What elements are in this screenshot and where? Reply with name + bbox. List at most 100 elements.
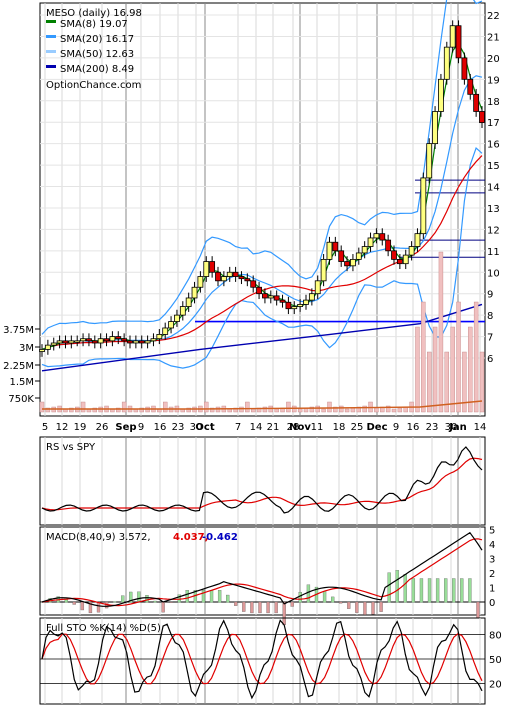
macd-hist-bar	[435, 578, 440, 603]
x-tick-label: 9	[138, 422, 144, 433]
price-panel: 22 21 20 19 18 17 16 15 14 13 12 11 10 9 8 7 6 3.75M 3M 2.…	[3, 0, 500, 417]
volume-bar	[468, 326, 473, 413]
volume-bar	[286, 401, 291, 413]
volume-bar	[385, 405, 391, 413]
candle	[109, 331, 116, 347]
volume-bar	[415, 326, 420, 413]
macd-hist-bar	[371, 601, 375, 615]
candle	[267, 290, 274, 304]
volume-tick-label: 1.5M	[9, 377, 34, 388]
candle	[226, 266, 233, 282]
macd-hist-bar	[379, 601, 383, 612]
macd-value-hist: -0.462	[202, 532, 238, 543]
sto-d-line	[41, 633, 483, 685]
x-tick-label: 21	[267, 422, 280, 433]
candle	[379, 228, 386, 246]
x-tick-label: 16	[154, 422, 167, 433]
macd-title: MACD(8,40,9) 3.572,	[46, 532, 151, 543]
volume-bar	[204, 401, 209, 413]
candle	[479, 106, 485, 128]
volume-bar	[292, 405, 297, 413]
volume-bar	[327, 401, 332, 413]
candle	[326, 236, 333, 265]
legend-sma50: SMA(50) 12.63	[60, 49, 134, 60]
price-tick-label: 19	[487, 75, 500, 86]
x-tick-label: Nov	[289, 422, 311, 433]
legend-swatch-sma200	[46, 65, 56, 68]
sma20-line	[41, 75, 483, 350]
x-tick-label: 14	[250, 422, 263, 433]
volume-bar	[116, 407, 121, 413]
candle	[285, 296, 292, 315]
candle	[168, 316, 174, 334]
macd-hist-bar	[226, 594, 230, 603]
candle	[303, 294, 309, 310]
volume-bar	[339, 405, 344, 413]
volume-bar	[374, 407, 379, 413]
price-tick-label: 6	[487, 354, 493, 365]
candle	[473, 88, 480, 117]
volume-bar	[69, 407, 74, 413]
candle	[308, 288, 315, 306]
candle	[238, 271, 245, 285]
volume-bar	[309, 406, 315, 413]
sto-panel: 80 50 20 Full STO %K(14) %D(5)	[39, 617, 502, 705]
candle	[150, 333, 157, 347]
macd-hist-bar	[387, 572, 391, 603]
macd-tick-label: 2	[489, 569, 495, 580]
volume-bar	[397, 407, 403, 413]
macd-tick-label: 5	[489, 526, 495, 537]
macd-hist-bar	[242, 601, 246, 612]
candle	[361, 241, 368, 259]
macd-hist-bar	[72, 601, 76, 605]
candle	[144, 335, 151, 349]
volume-bar	[321, 408, 326, 413]
macd-hist-bar	[234, 601, 238, 606]
macd-hist-bar	[452, 578, 456, 603]
price-tick-label: 11	[487, 247, 500, 258]
candle	[256, 281, 262, 300]
macd-hist-bar	[96, 601, 101, 613]
volume-bar	[297, 408, 303, 413]
price-tick-label: 20	[487, 54, 500, 65]
candle	[39, 344, 45, 357]
macd-hist-bar	[250, 601, 254, 614]
x-tick-label: 25	[351, 422, 364, 433]
macd-hist-bar	[258, 601, 262, 614]
macd-hist-bar	[298, 592, 302, 603]
price-tick-label: 8	[487, 311, 493, 322]
volume-bar	[479, 351, 485, 413]
candle	[115, 331, 122, 345]
x-tick-label: 23	[172, 422, 185, 433]
candle	[191, 281, 198, 304]
macd-hist-bar	[209, 590, 214, 603]
candle	[279, 294, 286, 308]
macd-hist-bar	[419, 578, 424, 603]
candle	[86, 333, 92, 347]
macd-tick-label: 1	[489, 584, 495, 595]
volume-bar	[209, 407, 215, 413]
sto-tick-label: 80	[489, 630, 502, 641]
volume-bar	[450, 326, 455, 413]
candle	[232, 266, 239, 282]
candle	[262, 288, 268, 304]
legend-sma20: SMA(20) 16.17	[60, 34, 134, 45]
rs-title: RS vs SPY	[46, 442, 96, 453]
volume-bar	[186, 407, 191, 413]
price-tick-label: 9	[487, 290, 493, 301]
candle	[91, 335, 98, 349]
candle	[367, 232, 374, 252]
candle	[68, 335, 75, 349]
candle	[408, 241, 415, 261]
candle	[449, 20, 456, 53]
candle	[432, 106, 438, 149]
volume-bar	[462, 351, 467, 413]
sto-tick-label: 50	[489, 655, 502, 666]
price-tick-label: 15	[487, 161, 500, 172]
x-tick-label: Oct	[195, 422, 214, 433]
candle	[74, 335, 81, 347]
volume-tick-label: 3.75M	[3, 325, 34, 336]
legend-swatch-sma8	[46, 20, 56, 23]
price-legend: MESO (daily) 16.98 SMA(8) 19.07 SMA(20) …	[46, 8, 142, 91]
